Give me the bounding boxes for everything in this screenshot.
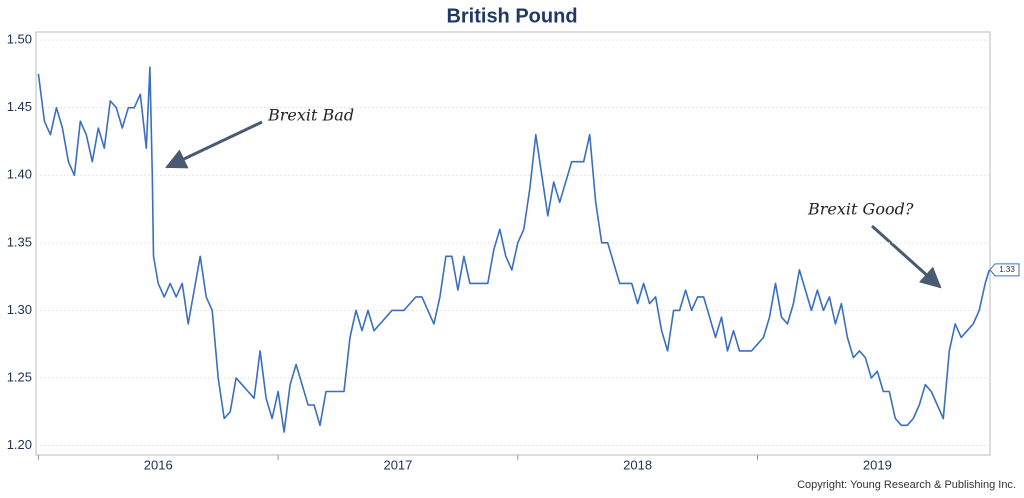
price-line [37,66,991,433]
y-tick-label: 1.40 [7,167,32,182]
y-tick-label: 1.20 [7,437,32,452]
y-tick-label: 1.50 [7,32,32,47]
chart-title: British Pound [446,5,577,27]
plot-frame [35,31,991,456]
x-tick-label: 2016 [144,457,173,472]
y-tick-label: 1.35 [7,234,32,249]
end-label: 1.33 [999,265,1015,274]
x-tick-label: 2019 [863,457,892,472]
x-tick-label: 2018 [623,457,652,472]
arrow [870,224,942,289]
annotation: Brexit Bad [267,106,354,125]
y-tick-label: 1.45 [7,99,32,114]
x-tick-label: 2017 [383,457,412,472]
annotation: Brexit Good? [807,200,914,219]
arrow [165,120,263,169]
end-label-box [989,263,1020,277]
copyright: Copyright: Young Research & Publishing I… [797,479,1016,491]
y-tick-label: 1.25 [7,369,32,384]
y-tick-label: 1.30 [7,302,32,317]
